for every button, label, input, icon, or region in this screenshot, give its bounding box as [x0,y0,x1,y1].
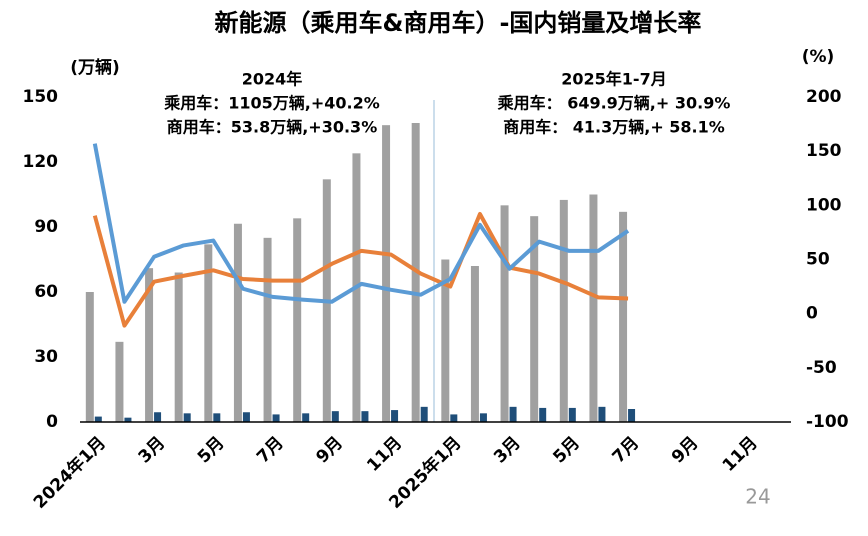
x-tick-label: 7月 [609,433,644,468]
bar [145,268,154,422]
x-tick-label: 9月 [668,433,703,468]
bar [479,413,487,422]
bar [539,407,547,422]
bar [242,412,250,422]
y2-tick-label: -100 [806,412,849,432]
y2-tick-label: 0 [806,304,818,324]
bar [391,410,399,422]
bar [115,341,124,422]
y-tick-label: 150 [23,87,59,107]
y2-tick-label: 100 [806,195,842,215]
bar [619,211,628,422]
y-tick-label: 60 [34,282,58,302]
y2-tick-label: -50 [806,358,837,378]
page-number: 24 [745,485,770,509]
y-axis-title: (万辆) [70,57,120,78]
line [92,143,630,304]
y2-tick-label: 150 [806,141,842,161]
bar [213,413,221,422]
bar [420,406,428,422]
y2-tick-label: 50 [806,250,830,270]
bar [589,194,598,422]
x-tick-label: 7月 [253,433,288,468]
bar [559,199,568,422]
bar [272,414,280,422]
bar [568,407,576,422]
x-tick-label: 3月 [135,433,170,468]
bar [174,272,183,422]
bar [233,223,242,422]
annotation: 2025年1-7月 [561,70,666,89]
bar [500,205,509,422]
annotation: 商用车： 41.3万辆,+ 58.1% [503,118,725,137]
annotation: 乘用车： 649.9万辆,+ 30.9% [497,94,731,113]
chart-title: 新能源（乘用车&商用车）-国内销量及增长率 [215,9,702,37]
bar [293,218,302,422]
bar [183,413,191,422]
line [92,212,629,328]
bar [450,414,458,422]
bar [628,409,636,422]
annotation: 乘用车：1105万辆,+40.2% [163,94,380,113]
bar [509,406,517,422]
x-tick-label: 2024年1月 [29,432,110,513]
bar [263,237,272,422]
bar [94,416,102,422]
x-tick-label: 11月 [363,433,406,476]
bar [124,417,132,422]
y-tick-label: 0 [46,412,58,432]
x-tick-label: 11月 [719,433,762,476]
bar [302,413,310,422]
bar [598,406,606,422]
y-tick-label: 120 [23,152,59,172]
x-tick-label: 3月 [490,433,525,468]
bar [204,244,213,422]
y2-tick-label: 200 [806,87,842,107]
x-tick-label: 5月 [194,433,229,468]
x-tick-label: 9月 [312,433,347,468]
y2-axis-title: (%) [802,47,835,67]
bar [530,216,539,422]
bar [382,125,391,423]
annotation: 2024年 [242,70,303,89]
y-tick-label: 90 [34,217,58,237]
annotation: 商用车：53.8万辆,+30.3% [167,118,377,137]
bar [361,411,369,422]
bar [331,411,339,422]
bar [85,292,94,422]
y-tick-label: 30 [34,347,58,367]
x-tick-label: 5月 [549,433,584,468]
bar [441,259,450,422]
bar [154,412,162,422]
bar [470,266,479,422]
